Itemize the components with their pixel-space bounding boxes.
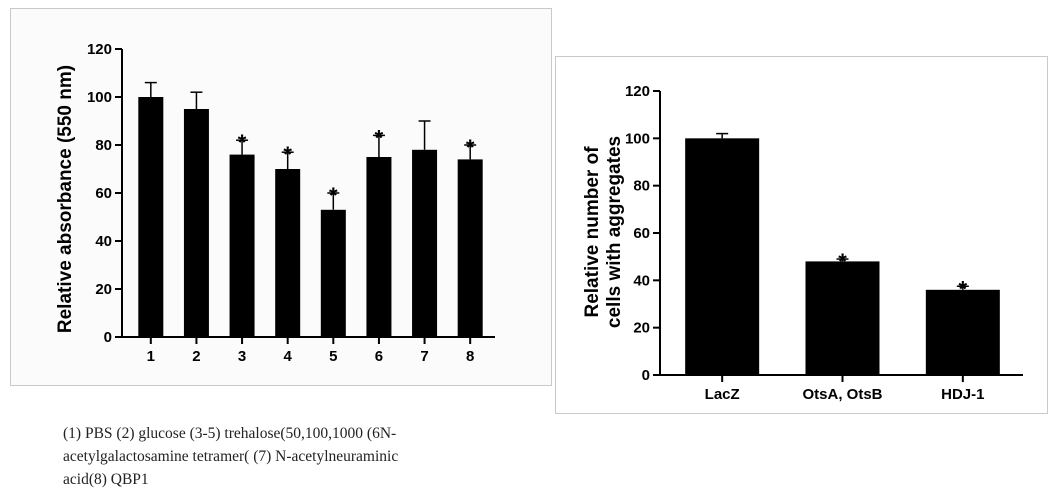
left-y-tick-label: 120 — [87, 41, 112, 58]
right-y-tick-label: 80 — [633, 178, 650, 195]
left-bar — [320, 209, 346, 337]
right-bar — [925, 289, 1000, 375]
right-y-axis-title: Relative number of — [582, 146, 603, 318]
left-category-label: 2 — [192, 348, 200, 365]
right-y-tick-label: 40 — [633, 272, 650, 289]
right-y-tick-label: 0 — [642, 367, 650, 384]
right-bar-chart: 0 20 40 60 80 100 120 Relative number of cells w… — [582, 83, 1023, 403]
right-bar — [805, 261, 880, 375]
left-category-label: 3 — [238, 348, 246, 365]
left-category-label: 8 — [466, 348, 474, 365]
left-y-tick-label: 100 — [87, 89, 112, 106]
left-significance-marker: * — [283, 142, 292, 167]
left-bar — [412, 149, 438, 337]
right-y-axis-title: cells with aggregates — [604, 136, 625, 328]
right-bar — [685, 138, 760, 375]
right-chart-panel: 0 20 40 60 80 100 120 Relative number of cells w… — [555, 56, 1048, 414]
left-y-tick-label: 0 — [104, 329, 112, 346]
left-significance-marker: * — [466, 135, 475, 160]
left-category-label: 5 — [329, 348, 337, 365]
left-y-tick-label: 80 — [95, 137, 112, 154]
left-category-label: 4 — [284, 348, 293, 365]
left-category-label: 7 — [420, 348, 428, 365]
left-bar-chart: 0 20 40 60 80 100 120 Relative absorbance (550 … — [55, 41, 495, 365]
left-y-axis-title: Relative absorbance (550 nm) — [55, 65, 76, 333]
right-y-tick-label: 100 — [625, 130, 650, 147]
right-y-tick-label: 20 — [633, 320, 650, 337]
right-significance-marker: * — [959, 276, 968, 301]
left-significance-marker: * — [375, 125, 384, 150]
caption-line-1: (1) PBS (2) glucose (3-5) trehalose(50,1… — [63, 425, 397, 442]
left-category-label: 6 — [375, 348, 383, 365]
left-y-tick-label: 20 — [95, 281, 112, 298]
right-y-tick-label: 120 — [625, 83, 650, 100]
caption-line-3: acid(8) QBP1 — [63, 471, 149, 488]
left-y-tick-label: 40 — [95, 233, 112, 250]
left-bar — [275, 169, 301, 337]
left-significance-marker: * — [329, 183, 338, 208]
left-significance-marker: * — [238, 130, 247, 155]
right-category-label: LacZ — [705, 386, 740, 403]
left-bar — [138, 97, 164, 337]
right-category-label: HDJ-1 — [941, 386, 984, 403]
right-category-label: OtsA, OtsB — [802, 386, 882, 403]
left-bar — [229, 154, 255, 337]
left-chart-panel: 0 20 40 60 80 100 120 Relative absorbance (550 … — [10, 8, 552, 386]
figure-caption: (1) PBS (2) glucose (3-5) trehalose(50,1… — [63, 422, 583, 491]
right-y-tick-label: 60 — [633, 225, 650, 242]
left-category-label: 1 — [147, 348, 155, 365]
left-bar — [366, 157, 392, 337]
right-significance-marker: * — [838, 249, 847, 274]
caption-line-2: acetylgalactosamine tetramer( (7) N-acet… — [63, 448, 399, 465]
left-bar — [457, 159, 483, 337]
left-y-tick-label: 60 — [95, 185, 112, 202]
left-bar — [183, 109, 209, 337]
